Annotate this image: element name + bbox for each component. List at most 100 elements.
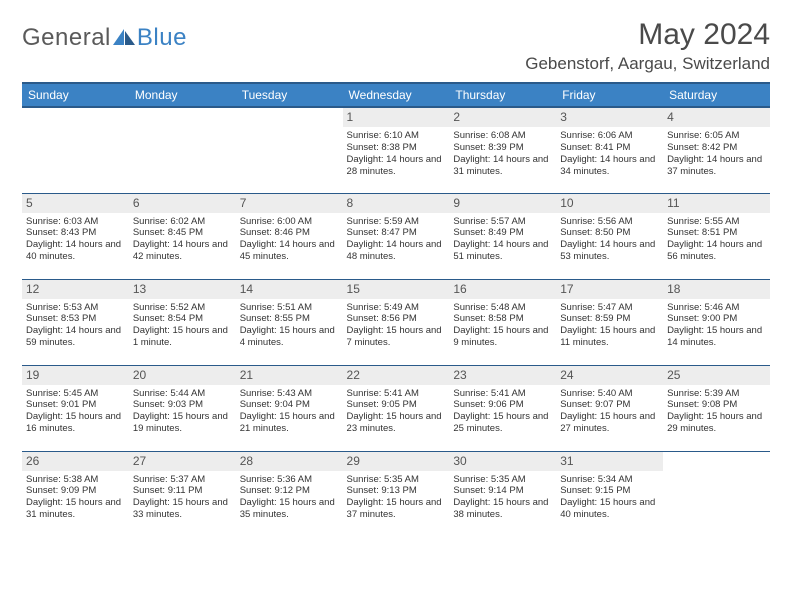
logo-sail-icon — [113, 29, 135, 47]
sunset-text: Sunset: 8:46 PM — [240, 227, 339, 239]
sunrise-text: Sunrise: 5:41 AM — [453, 388, 552, 400]
calendar-day-cell: 30Sunrise: 5:35 AMSunset: 9:14 PMDayligh… — [449, 451, 556, 537]
day-number: 10 — [556, 194, 663, 213]
daylight-text: Daylight: 14 hours and 40 minutes. — [26, 239, 125, 263]
sunset-text: Sunset: 9:00 PM — [667, 313, 766, 325]
day-number: 30 — [449, 452, 556, 471]
sunrise-text: Sunrise: 5:35 AM — [347, 474, 446, 486]
day-number: 8 — [343, 194, 450, 213]
day-number: 3 — [556, 108, 663, 127]
day-number: 1 — [343, 108, 450, 127]
day-number: 13 — [129, 280, 236, 299]
weekday-header: Monday — [129, 83, 236, 107]
sunrise-text: Sunrise: 6:00 AM — [240, 216, 339, 228]
day-number: 5 — [22, 194, 129, 213]
calendar-week-row: 19Sunrise: 5:45 AMSunset: 9:01 PMDayligh… — [22, 365, 770, 451]
calendar-day-cell — [22, 107, 129, 193]
sunset-text: Sunset: 8:59 PM — [560, 313, 659, 325]
sunset-text: Sunset: 8:56 PM — [347, 313, 446, 325]
calendar-day-cell: 2Sunrise: 6:08 AMSunset: 8:39 PMDaylight… — [449, 107, 556, 193]
daylight-text: Daylight: 15 hours and 16 minutes. — [26, 411, 125, 435]
sunrise-text: Sunrise: 5:49 AM — [347, 302, 446, 314]
calendar-day-cell: 13Sunrise: 5:52 AMSunset: 8:54 PMDayligh… — [129, 279, 236, 365]
sunset-text: Sunset: 9:08 PM — [667, 399, 766, 411]
sunrise-text: Sunrise: 6:02 AM — [133, 216, 232, 228]
sunset-text: Sunset: 9:07 PM — [560, 399, 659, 411]
daylight-text: Daylight: 15 hours and 33 minutes. — [133, 497, 232, 521]
calendar-day-cell: 18Sunrise: 5:46 AMSunset: 9:00 PMDayligh… — [663, 279, 770, 365]
sunset-text: Sunset: 8:53 PM — [26, 313, 125, 325]
calendar-day-cell: 26Sunrise: 5:38 AMSunset: 9:09 PMDayligh… — [22, 451, 129, 537]
daylight-text: Daylight: 14 hours and 28 minutes. — [347, 154, 446, 178]
calendar-body: 1Sunrise: 6:10 AMSunset: 8:38 PMDaylight… — [22, 107, 770, 537]
calendar-day-cell: 8Sunrise: 5:59 AMSunset: 8:47 PMDaylight… — [343, 193, 450, 279]
sunset-text: Sunset: 8:55 PM — [240, 313, 339, 325]
day-number: 26 — [22, 452, 129, 471]
weekday-header: Sunday — [22, 83, 129, 107]
day-number: 22 — [343, 366, 450, 385]
logo: General Blue — [22, 18, 187, 52]
daylight-text: Daylight: 14 hours and 45 minutes. — [240, 239, 339, 263]
sunrise-text: Sunrise: 6:03 AM — [26, 216, 125, 228]
calendar-day-cell: 6Sunrise: 6:02 AMSunset: 8:45 PMDaylight… — [129, 193, 236, 279]
sunrise-text: Sunrise: 5:37 AM — [133, 474, 232, 486]
sunset-text: Sunset: 9:11 PM — [133, 485, 232, 497]
sunset-text: Sunset: 9:15 PM — [560, 485, 659, 497]
sunset-text: Sunset: 8:58 PM — [453, 313, 552, 325]
daylight-text: Daylight: 15 hours and 9 minutes. — [453, 325, 552, 349]
day-number: 24 — [556, 366, 663, 385]
daylight-text: Daylight: 15 hours and 38 minutes. — [453, 497, 552, 521]
calendar-day-cell: 3Sunrise: 6:06 AMSunset: 8:41 PMDaylight… — [556, 107, 663, 193]
day-number: 17 — [556, 280, 663, 299]
sunrise-text: Sunrise: 5:38 AM — [26, 474, 125, 486]
sunrise-text: Sunrise: 6:06 AM — [560, 130, 659, 142]
title-block: May 2024 Gebenstorf, Aargau, Switzerland — [525, 18, 770, 74]
calendar-day-cell — [663, 451, 770, 537]
calendar-day-cell: 12Sunrise: 5:53 AMSunset: 8:53 PMDayligh… — [22, 279, 129, 365]
sunrise-text: Sunrise: 5:52 AM — [133, 302, 232, 314]
sunrise-text: Sunrise: 5:53 AM — [26, 302, 125, 314]
header-row: General Blue May 2024 Gebenstorf, Aargau… — [22, 18, 770, 74]
calendar-day-cell: 17Sunrise: 5:47 AMSunset: 8:59 PMDayligh… — [556, 279, 663, 365]
calendar-day-cell: 15Sunrise: 5:49 AMSunset: 8:56 PMDayligh… — [343, 279, 450, 365]
calendar-day-cell: 14Sunrise: 5:51 AMSunset: 8:55 PMDayligh… — [236, 279, 343, 365]
day-number: 14 — [236, 280, 343, 299]
daylight-text: Daylight: 15 hours and 7 minutes. — [347, 325, 446, 349]
sunset-text: Sunset: 8:45 PM — [133, 227, 232, 239]
sunrise-text: Sunrise: 5:47 AM — [560, 302, 659, 314]
sunrise-text: Sunrise: 5:59 AM — [347, 216, 446, 228]
calendar-day-cell: 1 Sunrise: 6:10 AMSunset: 8:38 PMDaylight… — [343, 107, 450, 193]
calendar-table: Sunday Monday Tuesday Wednesday Thursday… — [22, 82, 770, 537]
day-number: 18 — [663, 280, 770, 299]
day-number: 29 — [343, 452, 450, 471]
day-number: 9 — [449, 194, 556, 213]
sunset-text: Sunset: 9:12 PM — [240, 485, 339, 497]
logo-text-general: General — [22, 24, 111, 52]
weekday-header: Thursday — [449, 83, 556, 107]
calendar-day-cell: 4Sunrise: 6:05 AMSunset: 8:42 PMDaylight… — [663, 107, 770, 193]
day-number: 27 — [129, 452, 236, 471]
sunset-text: Sunset: 9:03 PM — [133, 399, 232, 411]
calendar-week-row: 26Sunrise: 5:38 AMSunset: 9:09 PMDayligh… — [22, 451, 770, 537]
daylight-text: Daylight: 15 hours and 14 minutes. — [667, 325, 766, 349]
daylight-text: Daylight: 15 hours and 40 minutes. — [560, 497, 659, 521]
sunset-text: Sunset: 8:42 PM — [667, 142, 766, 154]
daylight-text: Daylight: 15 hours and 23 minutes. — [347, 411, 446, 435]
day-number: 12 — [22, 280, 129, 299]
day-number: 6 — [129, 194, 236, 213]
location-text: Gebenstorf, Aargau, Switzerland — [525, 54, 770, 74]
logo-text-blue: Blue — [137, 24, 187, 52]
sunset-text: Sunset: 8:43 PM — [26, 227, 125, 239]
sunrise-text: Sunrise: 5:57 AM — [453, 216, 552, 228]
weekday-header: Tuesday — [236, 83, 343, 107]
sunrise-text: Sunrise: 5:45 AM — [26, 388, 125, 400]
sunset-text: Sunset: 8:47 PM — [347, 227, 446, 239]
month-title: May 2024 — [525, 18, 770, 52]
sunset-text: Sunset: 8:39 PM — [453, 142, 552, 154]
daylight-text: Daylight: 15 hours and 25 minutes. — [453, 411, 552, 435]
day-number: 21 — [236, 366, 343, 385]
sunset-text: Sunset: 8:38 PM — [347, 142, 446, 154]
calendar-week-row: 5Sunrise: 6:03 AMSunset: 8:43 PMDaylight… — [22, 193, 770, 279]
day-number: 31 — [556, 452, 663, 471]
sunrise-text: Sunrise: 6:10 AM — [347, 130, 446, 142]
